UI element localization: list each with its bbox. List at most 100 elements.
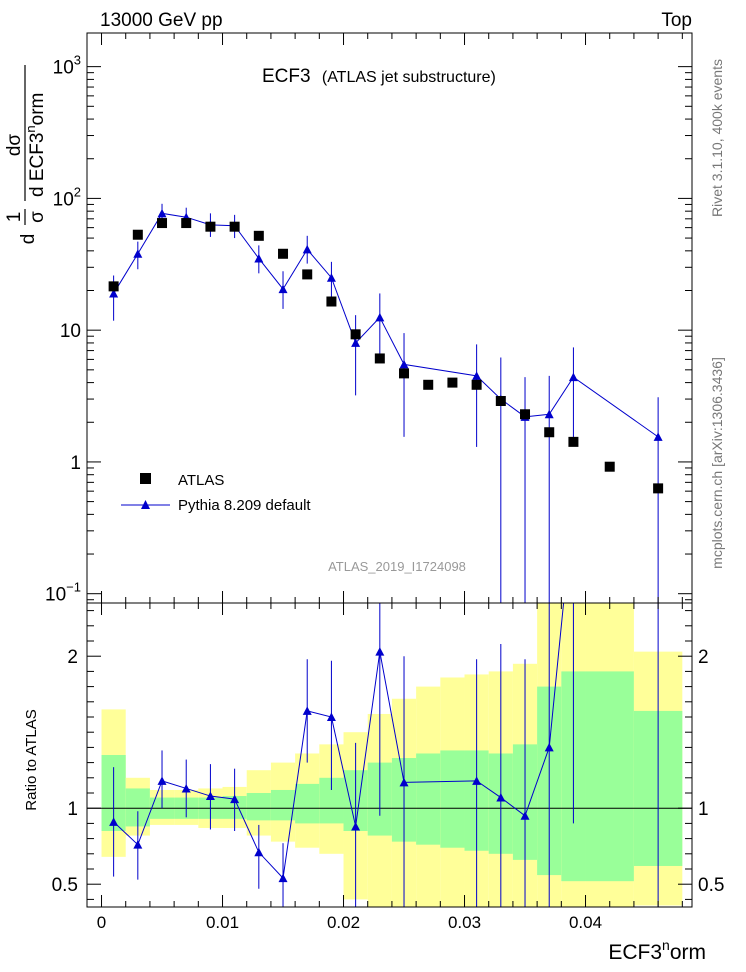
- pythia-point-18: [653, 432, 663, 441]
- x-tick-label-4: 0.04: [569, 913, 602, 932]
- atlas-point-21: [653, 483, 664, 494]
- axes: [86, 32, 693, 908]
- atlas-point-20: [604, 461, 615, 472]
- y-tick-label-ratio-right-2: 2: [698, 647, 709, 668]
- ratio-point-10: [351, 821, 361, 831]
- atlas-point-13: [423, 379, 434, 390]
- x-axis-label-main: ECF3: [608, 941, 662, 964]
- atlas-point-6: [253, 230, 264, 241]
- atlas-point-4: [205, 221, 216, 232]
- header-left: 13000 GeV pp: [100, 10, 223, 31]
- atlas-point-5: [229, 221, 240, 232]
- pythia-point-2: [157, 208, 167, 218]
- ratio-point-6: [254, 847, 264, 857]
- band-inner-6: [246, 793, 271, 821]
- y-tick-base: 10: [45, 585, 66, 606]
- rivet-version-label: Rivet 3.1.10, 400k events: [709, 59, 725, 217]
- y-tick-base: 10: [53, 58, 74, 79]
- x-tick-label-2: 0.02: [327, 913, 360, 932]
- pythia-point-10: [351, 338, 361, 347]
- x-tick-label-3: 0.03: [448, 913, 481, 932]
- pythia-line: [113, 212, 659, 438]
- ratio-point-2: [157, 776, 167, 785]
- ratio-point-11: [375, 647, 385, 656]
- ratio-point-8: [302, 706, 312, 715]
- ratio-series-clipped: [109, 603, 659, 907]
- ylabel-frac2-den-sup: n: [23, 125, 38, 132]
- analysis-id: ATLAS_2019_I1724098: [328, 559, 466, 574]
- ratio-point-7: [278, 873, 288, 883]
- atlas-point-14: [447, 377, 458, 388]
- atlas-point-2: [157, 218, 168, 229]
- ylabel-frac2-den: d ECF3norm: [23, 93, 48, 197]
- band-inner-14: [440, 750, 465, 848]
- ratio-point-13: [472, 776, 482, 785]
- atlas-point-1: [132, 229, 143, 240]
- legend-atlas-marker: [140, 473, 151, 484]
- ratio-point-14: [496, 793, 506, 802]
- pythia-point-7: [278, 284, 288, 294]
- band-inner-20: [585, 671, 634, 882]
- mcplots-label: mcplots.cern.ch [arXiv:1306.3436]: [709, 357, 725, 569]
- ylabel-frac2-num: dσ: [4, 134, 25, 157]
- chart-title-sub: (ATLAS jet substructure): [322, 69, 496, 86]
- pythia-point-12: [399, 359, 409, 369]
- y-axis-label-main: 1 σ d dσ d ECF3norm: [4, 65, 48, 244]
- ratio-point-12: [399, 777, 409, 787]
- legend-pythia-marker: [141, 500, 150, 509]
- ylabel-frac2-den-main: d ECF3: [27, 133, 48, 197]
- pythia-point-6: [254, 253, 264, 263]
- atlas-point-19: [568, 436, 579, 447]
- main-frame: [86, 32, 693, 604]
- atlas-point-11: [374, 353, 385, 364]
- ylabel-frac1-num: 1: [4, 212, 25, 223]
- pythia-point-16: [544, 409, 554, 419]
- ratio-point-1: [133, 840, 143, 849]
- y-tick-base: 10: [53, 189, 74, 210]
- y-tick-label-main-2: 10: [60, 321, 81, 342]
- ratio-point-15: [520, 811, 530, 820]
- atlas-point-7: [278, 248, 289, 259]
- chart-title-main: ECF3: [262, 66, 311, 87]
- pythia-point-13: [472, 371, 482, 380]
- atlas-point-3: [181, 218, 192, 229]
- y-tick-exp: −1: [66, 580, 81, 595]
- legend-pythia-label: Pythia 8.209 default: [178, 497, 311, 514]
- y-tick-label-ratio-right-0: 0.5: [698, 875, 724, 896]
- ratio-point-0: [109, 817, 119, 826]
- y-tick-label-ratio-right-1: 1: [698, 799, 709, 820]
- legend-atlas-label: ATLAS: [178, 472, 224, 489]
- band-inner-13: [416, 753, 441, 845]
- band-inner-7: [270, 789, 296, 821]
- ylabel-frac2-den-end: orm: [27, 93, 48, 126]
- atlas-point-9: [326, 296, 337, 307]
- ratio-point-5: [230, 794, 240, 804]
- x-axis-label-end: orm: [670, 941, 706, 964]
- atlas-point-12: [399, 368, 410, 379]
- ratio-frame: [86, 602, 693, 908]
- y-tick-label-ratio-left-0: 0.5: [52, 875, 78, 896]
- pythia-point-9: [326, 273, 336, 282]
- y-axis-label-ratio: Ratio to ATLAS: [23, 709, 40, 810]
- pythia-point-11: [375, 312, 385, 322]
- y-tick-label-main-1: 1: [70, 453, 81, 474]
- ylabel-frac1-den: σ: [27, 211, 48, 223]
- pythia-point-0: [109, 288, 119, 298]
- atlas-point-18: [544, 427, 555, 438]
- ylabel-d: d: [18, 234, 39, 245]
- band-inner-8: [295, 783, 320, 824]
- ratio-point-3: [181, 783, 191, 793]
- pythia-point-8: [302, 244, 312, 254]
- x-axis-label-sup: n: [662, 937, 670, 953]
- pythia-series: [109, 203, 663, 603]
- atlas-point-15: [471, 379, 482, 390]
- y-tick-label-main-3: 102: [53, 184, 81, 210]
- ratio-point-9: [326, 712, 336, 721]
- atlas-point-0: [108, 281, 119, 292]
- ratio-point-4: [205, 791, 215, 801]
- y-tick-label-main-4: 103: [53, 53, 81, 79]
- x-axis-label: ECF3norm: [608, 937, 706, 964]
- ratio-point-16: [544, 742, 554, 752]
